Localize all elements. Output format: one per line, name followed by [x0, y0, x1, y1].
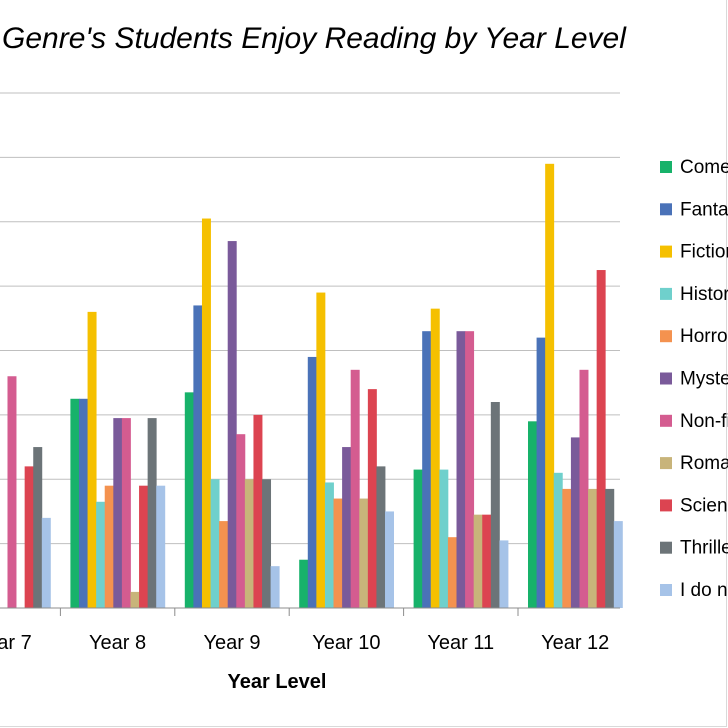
x-tick-label: Year 10 [312, 632, 380, 654]
x-axis: Year 7 Year 8 Year 9 Year 10 Year 11 Year 12 [0, 607, 620, 654]
bar [613, 521, 623, 608]
bar [413, 469, 423, 608]
legend-label: Fantasy [680, 199, 728, 220]
legend-swatch [660, 161, 672, 173]
bar [545, 163, 555, 608]
bar [193, 305, 203, 608]
bar [270, 566, 280, 608]
bar [385, 511, 394, 608]
bar [78, 398, 88, 608]
x-tick-label: Year 12 [541, 632, 609, 654]
bar [33, 447, 43, 608]
bars [7, 163, 623, 608]
legend-swatch [660, 287, 672, 300]
bar [536, 337, 546, 608]
bar [350, 369, 360, 608]
bar [184, 392, 194, 608]
legend-swatch [660, 584, 672, 596]
x-tick-label: Year 11 [427, 632, 494, 654]
bar [104, 485, 114, 608]
bar [307, 356, 317, 608]
legend-swatch [660, 499, 672, 512]
bar [147, 418, 157, 608]
bar [70, 398, 80, 608]
bar [333, 498, 343, 608]
bar [490, 402, 500, 608]
bar [41, 517, 51, 608]
legend-label: Non-fiction [680, 411, 728, 432]
bar [562, 488, 572, 608]
bar [262, 479, 272, 608]
legend-swatch [660, 414, 672, 427]
bar [570, 437, 580, 608]
bar [465, 331, 475, 608]
legend-label: Fiction [680, 242, 728, 263]
x-tick-label: Year 9 [203, 632, 260, 654]
legend-swatch [660, 245, 672, 258]
legend-swatch [660, 330, 672, 343]
bar [201, 218, 211, 608]
legend-label: Romance [680, 453, 728, 474]
legend-swatch [660, 457, 672, 470]
legend-label: Comedy [680, 157, 728, 178]
bar [244, 479, 254, 608]
bar [499, 540, 509, 608]
bar [121, 418, 131, 608]
bar [473, 514, 483, 608]
legend-swatch [660, 541, 672, 554]
bar [456, 331, 466, 608]
bar [447, 537, 457, 608]
bar [588, 488, 598, 608]
bar [156, 485, 166, 608]
x-tick-label: Year 7 [0, 632, 32, 654]
bar [359, 498, 369, 608]
x-tick-label: Year 8 [89, 632, 146, 654]
bar [130, 591, 140, 608]
bar [219, 521, 229, 608]
bar [87, 311, 97, 608]
bar [316, 292, 326, 608]
bar [430, 308, 440, 608]
chart-title: Genre's Students Enjoy Reading by Year L… [2, 22, 626, 55]
bar [439, 469, 449, 608]
bar [342, 447, 352, 608]
x-axis-title: Year Level [228, 671, 327, 693]
bar [579, 369, 589, 608]
legend-label: History [680, 284, 728, 305]
bar [422, 331, 432, 608]
legend-swatch [660, 372, 672, 385]
bar [139, 485, 149, 608]
bar [299, 559, 309, 608]
bar [367, 389, 377, 608]
bar [528, 421, 537, 608]
legend: Comedy Fantasy Fiction History Horror Mystery… [660, 157, 728, 601]
bar [605, 488, 615, 608]
bar [376, 466, 386, 608]
bar [482, 514, 492, 608]
bar [324, 482, 334, 608]
bar [113, 418, 123, 608]
legend-label: Thriller [680, 538, 728, 559]
legend-label: I do not read [680, 580, 728, 601]
bar [96, 501, 106, 608]
legend-label: Mystery [680, 369, 728, 390]
legend-swatch [660, 203, 672, 216]
bar [553, 472, 563, 608]
legend-label: Science fiction [680, 495, 728, 516]
bar [253, 414, 263, 608]
bar [596, 270, 606, 608]
bar [236, 434, 246, 608]
bar [227, 241, 237, 608]
bar [210, 479, 220, 608]
legend-label: Horror [680, 326, 728, 347]
bar [7, 376, 17, 608]
bar [24, 466, 34, 608]
